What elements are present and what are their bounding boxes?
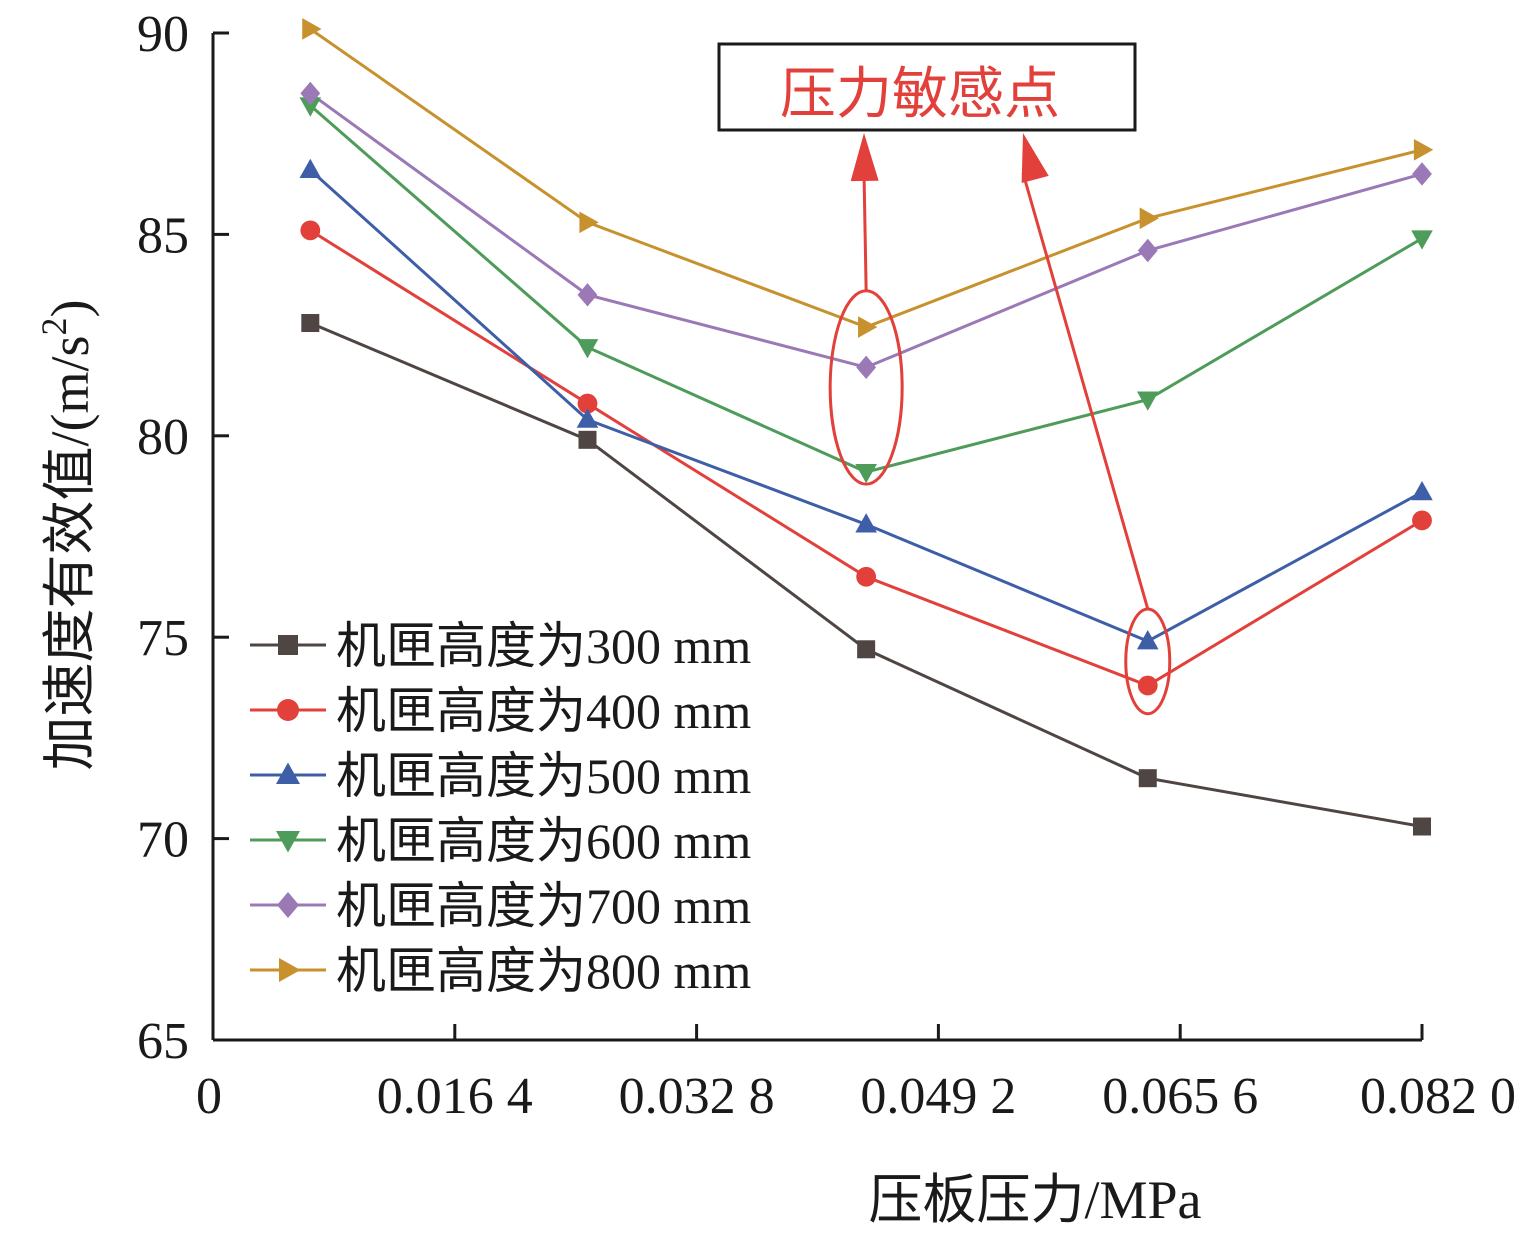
data-point-s3-4 <box>1136 629 1159 650</box>
data-point-s4-5 <box>1411 230 1433 250</box>
data-point-s2-3 <box>856 566 877 587</box>
x-ticks: 0 0.016 4 0.032 8 0.049 2 0.065 6 0.082 0 <box>196 1024 1516 1125</box>
data-point-s3-5 <box>1411 480 1433 501</box>
data-point-s6-5 <box>1413 139 1434 161</box>
data-point-s3-2 <box>576 408 599 428</box>
data-point-s4-4 <box>1136 391 1159 411</box>
legend-marker-5 <box>277 892 299 918</box>
data-point-s3-3 <box>855 513 877 533</box>
data-point-s3-1 <box>299 158 322 179</box>
data-point-s5-2 <box>577 283 598 307</box>
x-tick-label: 0.016 4 <box>377 1068 533 1125</box>
x-tick-label: 0.065 6 <box>1102 1068 1258 1125</box>
x-axis-label: 压板压力/MPa <box>868 1170 1201 1230</box>
data-point-s6-1 <box>302 18 322 40</box>
data-point-s5-5 <box>1412 162 1432 186</box>
legend-marker-1 <box>278 635 298 655</box>
callout-arrowhead-1 <box>850 133 879 182</box>
y-axis-label: 加速度有效值/(m/s2) <box>34 300 100 771</box>
y-tick-label: 70 <box>137 812 189 869</box>
data-point-s1-1 <box>301 314 320 333</box>
data-point-s6-4 <box>1139 207 1160 230</box>
data-point-s1-5 <box>1413 817 1431 836</box>
legend-marker-3 <box>276 762 300 784</box>
y-tick-label: 90 <box>137 6 189 63</box>
legend-label-5: 机匣高度为700 mm <box>336 878 751 934</box>
y-ticks: 65 70 75 80 85 90 <box>137 6 229 1070</box>
series-markers <box>299 18 1434 836</box>
data-point-s4-1 <box>299 97 322 117</box>
data-point-s2-1 <box>300 220 321 241</box>
legend-label-6: 机匣高度为800 mm <box>336 943 751 999</box>
x-tick-label: 0.082 0 <box>1360 1068 1516 1125</box>
callout-arrow-line-2 <box>1021 172 1150 610</box>
data-point-s4-2 <box>576 339 599 359</box>
plot-axes <box>211 33 1422 1042</box>
callout-ellipse-1 <box>828 289 904 486</box>
annotation-callout: 压力敏感点 <box>717 42 1172 716</box>
data-point-s6-2 <box>579 211 599 234</box>
y-axis-label-tail: ) <box>40 300 100 318</box>
data-point-s1-3 <box>857 640 876 659</box>
data-point-s5-1 <box>300 81 321 106</box>
y-axis-label-main: 加速度有效值/(m/s <box>40 335 100 770</box>
data-point-s5-3 <box>856 355 877 380</box>
data-point-s4-3 <box>855 463 877 484</box>
x-tick-label: 0 <box>196 1068 222 1125</box>
y-tick-label: 85 <box>137 207 189 264</box>
data-point-s2-4 <box>1137 675 1158 696</box>
y-axis-label-sup: 2 <box>34 317 74 335</box>
data-point-s1-2 <box>578 430 597 449</box>
y-tick-label: 80 <box>137 409 189 466</box>
legend-marker-4 <box>276 831 300 853</box>
x-tick-label: 0.032 8 <box>619 1068 775 1125</box>
data-point-s2-2 <box>577 393 598 414</box>
callout-ellipse-2 <box>1124 607 1172 716</box>
data-point-s6-3 <box>858 316 878 338</box>
legend-marker-6 <box>279 958 301 982</box>
callout-arrow-line-1 <box>862 172 868 291</box>
callout-box <box>717 42 1137 132</box>
x-tick-label: 0.049 2 <box>860 1068 1016 1125</box>
legend-marker-2 <box>277 699 299 721</box>
data-point-s2-5 <box>1412 510 1432 531</box>
data-point-s5-4 <box>1137 238 1158 263</box>
callout-text: 压力敏感点 <box>780 64 1060 126</box>
y-tick-label: 75 <box>137 610 189 667</box>
legend-label-2: 机匣高度为400 mm <box>336 683 751 739</box>
y-tick-label: 65 <box>137 1013 189 1070</box>
legend: 机匣高度为300 mm 机匣高度为400 mm 机匣高度为500 mm 机匣高度为60… <box>250 618 751 999</box>
callout-arrowhead-2 <box>1021 133 1049 183</box>
data-point-s1-4 <box>1138 769 1157 788</box>
legend-label-1: 机匣高度为300 mm <box>336 618 751 674</box>
legend-label-3: 机匣高度为500 mm <box>336 748 751 804</box>
legend-label-4: 机匣高度为600 mm <box>336 813 751 869</box>
